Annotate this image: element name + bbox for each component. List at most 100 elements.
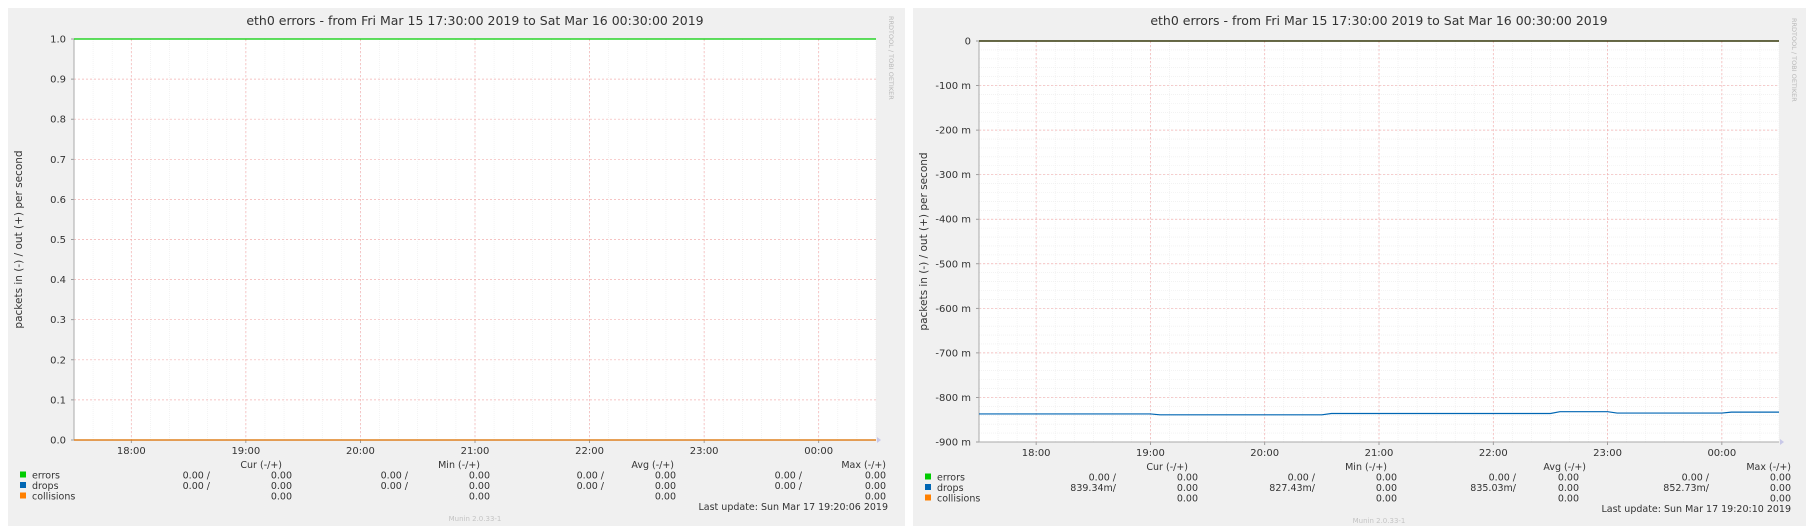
legend-value: 0.00 / (1682, 473, 1710, 484)
x-tick-label: 21:00 (461, 446, 490, 457)
legend-value: 0.00 / (775, 481, 803, 492)
legend-swatch-drops (925, 484, 931, 490)
x-tick-label: 21:00 (1365, 448, 1394, 459)
legend-value: 0.00 (865, 471, 886, 482)
legend-value: 0.00 / (183, 471, 211, 482)
x-tick-label: 18:00 (1022, 448, 1051, 459)
last-update: Last update: Sun Mar 17 19:20:10 2019 (1601, 504, 1791, 515)
legend-value: 835.03m/ (1470, 483, 1516, 494)
y-tick-label: 0.6 (50, 195, 66, 206)
legend-value: 0.00 / (183, 481, 211, 492)
legend-value: 0.00 (1177, 473, 1198, 484)
legend-value: 0.00 / (577, 481, 605, 492)
legend-value: 0.00 (1558, 494, 1579, 505)
legend-value: 0.00 / (381, 481, 409, 492)
legend-value: 0.00 (469, 471, 490, 482)
x-tick-label: 18:00 (117, 446, 146, 457)
x-tick-label: 20:00 (1250, 448, 1279, 459)
y-tick-label: 0.7 (50, 155, 66, 166)
legend-value: 0.00 (271, 492, 292, 503)
legend-value: 827.43m/ (1269, 483, 1315, 494)
legend-header: Max (-/+) (1746, 462, 1791, 473)
y-tick-label: -700 m (935, 348, 971, 359)
legend-value: 0.00 (271, 471, 292, 482)
munin-version: Munin 2.0.33-1 (1353, 517, 1406, 525)
y-tick-label: 0.2 (50, 355, 66, 366)
legend-value: 0.00 / (1489, 473, 1517, 484)
chart-panel-right: eth0 errors - from Fri Mar 15 17:30:00 2… (913, 8, 1806, 526)
legend-value: 0.00 (1177, 483, 1198, 494)
legend-swatch-collisions (925, 494, 931, 501)
y-axis-label: packets in (-) / out (+) per second (13, 150, 25, 328)
chart-title: eth0 errors - from Fri Mar 15 17:30:00 2… (1150, 13, 1607, 28)
legend-value: 0.00 (865, 492, 886, 503)
y-tick-label: -200 m (935, 126, 971, 137)
legend-swatch-errors (925, 473, 931, 480)
legend-value: 0.00 (1558, 483, 1579, 494)
y-tick-label: 0.0 (50, 436, 66, 447)
legend-value: 0.00 (1376, 483, 1397, 494)
x-tick-label: 22:00 (1479, 448, 1508, 459)
legend-value: 0.00 (1376, 473, 1397, 484)
legend-value: 0.00 / (1089, 473, 1117, 484)
chart-panel-left: eth0 errors - from Fri Mar 15 17:30:00 2… (8, 8, 905, 526)
last-update: Last update: Sun Mar 17 19:20:06 2019 (698, 502, 888, 513)
y-tick-label: 0.5 (50, 235, 66, 246)
legend-value: 0.00 (469, 481, 490, 492)
legend-value: 852.73m/ (1663, 483, 1709, 494)
legend-header: Min (-/+) (438, 460, 480, 471)
rrdtool-credit: RRDTOOL / TOBI OETIKER (887, 16, 895, 100)
legend-value: 0.00 (1770, 483, 1791, 494)
legend-name: drops (32, 481, 59, 492)
x-tick-label: 19:00 (231, 446, 260, 457)
legend-name: errors (937, 473, 965, 484)
legend-value: 0.00 (655, 481, 676, 492)
munin-version: Munin 2.0.33-1 (449, 515, 502, 523)
x-tick-label: 19:00 (1136, 448, 1165, 459)
legend-header: Avg (-/+) (1543, 462, 1586, 473)
legend-header: Max (-/+) (841, 460, 886, 471)
legend-value: 0.00 / (1288, 473, 1316, 484)
y-tick-label: -800 m (935, 393, 971, 404)
legend-header: Cur (-/+) (240, 460, 282, 471)
legend-header: Cur (-/+) (1146, 462, 1188, 473)
x-tick-label: 20:00 (346, 446, 375, 457)
legend-swatch-errors (20, 471, 26, 478)
legend-value: 0.00 / (577, 471, 605, 482)
y-tick-label: 0.8 (50, 115, 66, 126)
legend-name: drops (937, 483, 964, 494)
x-tick-label: 22:00 (575, 446, 604, 457)
x-tick-label: 23:00 (690, 446, 719, 457)
y-tick-label: -900 m (935, 438, 971, 449)
legend-value: 0.00 (271, 481, 292, 492)
x-tick-label: 00:00 (1707, 448, 1736, 459)
legend-value: 0.00 (1558, 473, 1579, 484)
legend-value: 0.00 (1376, 494, 1397, 505)
legend-value: 0.00 (1770, 494, 1791, 505)
legend-value: 0.00 / (381, 471, 409, 482)
legend-value: 0.00 / (775, 471, 803, 482)
y-tick-label: -100 m (935, 81, 971, 92)
y-axis-label: packets in (-) / out (+) per second (918, 152, 930, 330)
legend-name: collisions (32, 492, 75, 503)
x-tick-label: 23:00 (1593, 448, 1622, 459)
y-tick-label: 1.0 (50, 35, 66, 46)
legend-header: Min (-/+) (1345, 462, 1387, 473)
legend-value: 0.00 (655, 471, 676, 482)
legend-value: 0.00 (655, 492, 676, 503)
legend-value: 0.00 (1177, 494, 1198, 505)
y-tick-label: 0.9 (50, 75, 66, 86)
chart-left: eth0 errors - from Fri Mar 15 17:30:00 2… (13, 13, 895, 523)
x-axis-arrow (1780, 439, 1784, 445)
legend-header: Avg (-/+) (631, 460, 674, 471)
series-line-drops (979, 411, 1779, 416)
chart-title: eth0 errors - from Fri Mar 15 17:30:00 2… (246, 13, 703, 28)
y-tick-label: 0 (965, 37, 971, 48)
y-tick-label: -300 m (935, 170, 971, 181)
y-tick-label: -400 m (935, 215, 971, 226)
legend-name: errors (32, 471, 60, 482)
legend-value: 0.00 (469, 492, 490, 503)
chart-right: eth0 errors - from Fri Mar 15 17:30:00 2… (918, 13, 1798, 525)
legend-value: 0.00 (865, 481, 886, 492)
rrdtool-credit: RRDTOOL / TOBI OETIKER (1790, 18, 1798, 102)
